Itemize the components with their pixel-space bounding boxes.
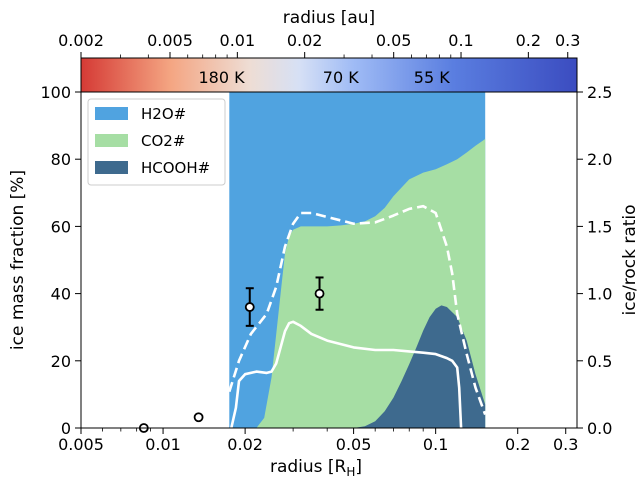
- dashed-ratio-line: [228, 204, 487, 416]
- top-x-tick-label: 0.02: [287, 31, 323, 50]
- legend-swatch: [95, 134, 128, 147]
- right-y-tick-label: 2.0: [587, 150, 612, 169]
- legend-label: H2O#: [141, 105, 186, 123]
- top-x-tick-label: 0.3: [555, 31, 580, 50]
- top-x-tick-label: 0.05: [376, 31, 412, 50]
- colorbar-temperature-label: 180 K: [198, 68, 245, 87]
- right-y-tick-label: 2.5: [587, 83, 612, 102]
- bottom-x-tick-label: 0.1: [423, 435, 448, 454]
- colorbar-labels: 180 K 70 K 55 K: [198, 68, 450, 87]
- right-y-axis-label: ice/rock ratio: [620, 204, 640, 315]
- stacked-areas: [229, 92, 486, 428]
- area-hcooh: [229, 305, 486, 428]
- bottom-x-tick-label: 0.02: [227, 435, 263, 454]
- left-y-tick-label: 100: [40, 83, 71, 102]
- left-y-tick-label: 40: [51, 285, 71, 304]
- temperature-colorbar: [81, 58, 577, 92]
- top-x-tick-label: 0.2: [516, 31, 541, 50]
- legend-swatch: [95, 161, 128, 174]
- right-y-tick-label: 1.5: [587, 217, 612, 236]
- colorbar-temperature-label: 70 K: [323, 68, 359, 87]
- left-y-tick-label: 60: [51, 217, 71, 236]
- right-y-tick-label: 0.0: [587, 419, 612, 438]
- data-point: [314, 288, 325, 299]
- left-y-tick-label: 80: [51, 150, 71, 169]
- bottom-x-tick-label: 0.2: [505, 435, 530, 454]
- axes-frame: [80, 57, 578, 429]
- solid-ratio-line: [230, 320, 463, 428]
- right-y-tick-label: 0.5: [587, 352, 612, 371]
- left-y-tick-label: 0: [61, 419, 71, 438]
- axis-ticks: 0.005 0.01 0.02 0.05 0.1 0.2 0.30.002 0.005 0.01…: [40, 31, 612, 454]
- left-y-tick-label: 20: [51, 352, 71, 371]
- right-y-tick-label: 1.0: [587, 285, 612, 304]
- top-x-tick-label: 0.01: [220, 31, 256, 50]
- bottom-x-tick-label: 0.3: [553, 435, 578, 454]
- bottom-x-tick-label: 0.01: [145, 435, 181, 454]
- top-x-tick-label: 0.002: [58, 31, 104, 50]
- ratio-lines: [228, 204, 487, 428]
- legend-label: HCOOH#: [141, 159, 210, 177]
- data-points: [138, 276, 325, 433]
- colorbar-temperature-label: 55 K: [414, 68, 450, 87]
- top-x-tick-label: 0.1: [448, 31, 473, 50]
- data-point: [244, 302, 255, 312]
- data-point: [193, 412, 204, 423]
- left-y-axis-label: ice mass fraction [%]: [8, 170, 28, 350]
- top-x-tick-label: 0.005: [147, 31, 193, 50]
- bottom-x-tick-label: 0.05: [336, 435, 372, 454]
- legend-swatch: [95, 107, 128, 120]
- bottom-x-tick-label: 0.005: [58, 435, 104, 454]
- legend: H2O# CO2# HCOOH#: [87, 98, 226, 186]
- top-x-axis-label: radius [au]: [283, 8, 375, 28]
- legend-label: CO2#: [141, 132, 185, 150]
- bottom-x-axis-label: radius [RH]: [270, 457, 362, 479]
